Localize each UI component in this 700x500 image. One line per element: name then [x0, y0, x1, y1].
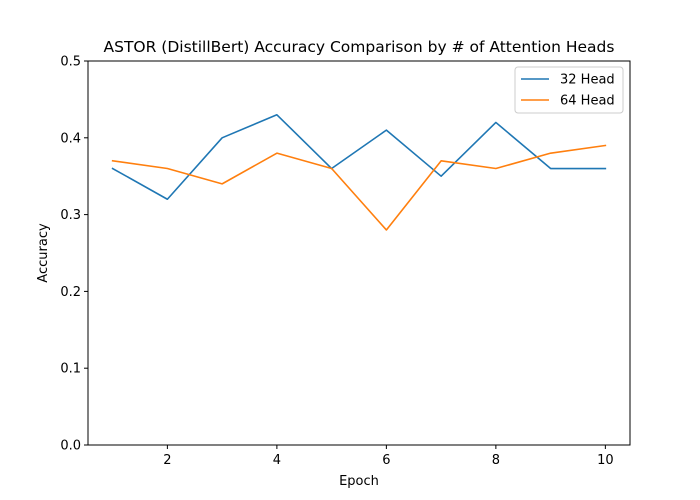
series-line-2: [111, 144, 607, 231]
chart-title: ASTOR (DistillBert) Accuracy Comparison …: [104, 38, 615, 56]
y-tick-label: 0.3: [60, 208, 81, 223]
legend: 32 Head 64 Head: [514, 66, 624, 114]
series-line-1: [111, 113, 607, 201]
plot-frame: [87, 60, 631, 446]
legend-label: 32 Head: [560, 73, 615, 88]
y-tick-label: 0.1: [60, 362, 81, 377]
x-tick-label: 8: [492, 453, 500, 468]
x-axis-label: Epoch: [339, 474, 379, 489]
y-axis-label: Accuracy: [36, 223, 51, 283]
y-axis-ticks: 0.0 0.1 0.2 0.3 0.4 0.5: [60, 55, 88, 454]
x-tick-label: 2: [163, 453, 171, 468]
x-tick-label: 6: [382, 453, 390, 468]
x-tick-label: 4: [273, 453, 281, 468]
x-tick-label: 10: [597, 453, 614, 468]
y-tick-label: 0.0: [60, 439, 81, 454]
plot-lines: [111, 113, 607, 231]
y-tick-label: 0.4: [60, 131, 81, 146]
legend-label: 64 Head: [560, 94, 615, 109]
x-axis-ticks: 2 4 6 8 10: [163, 445, 614, 468]
y-tick-label: 0.2: [60, 285, 81, 300]
y-tick-label: 0.5: [60, 55, 81, 70]
